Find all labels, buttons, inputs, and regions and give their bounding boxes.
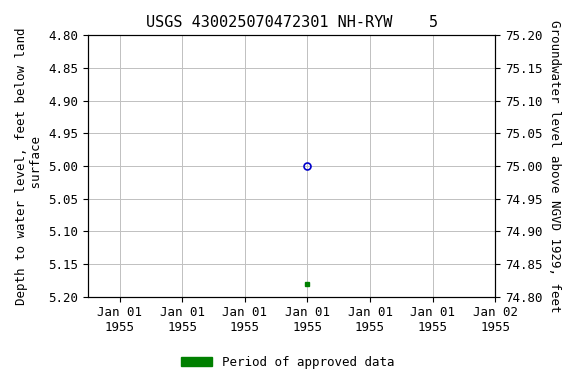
Y-axis label: Depth to water level, feet below land
 surface: Depth to water level, feet below land su… [15,27,43,305]
Y-axis label: Groundwater level above NGVD 1929, feet: Groundwater level above NGVD 1929, feet [548,20,561,312]
Legend: Period of approved data: Period of approved data [176,351,400,374]
Title: USGS 430025070472301 NH-RYW    5: USGS 430025070472301 NH-RYW 5 [146,15,438,30]
